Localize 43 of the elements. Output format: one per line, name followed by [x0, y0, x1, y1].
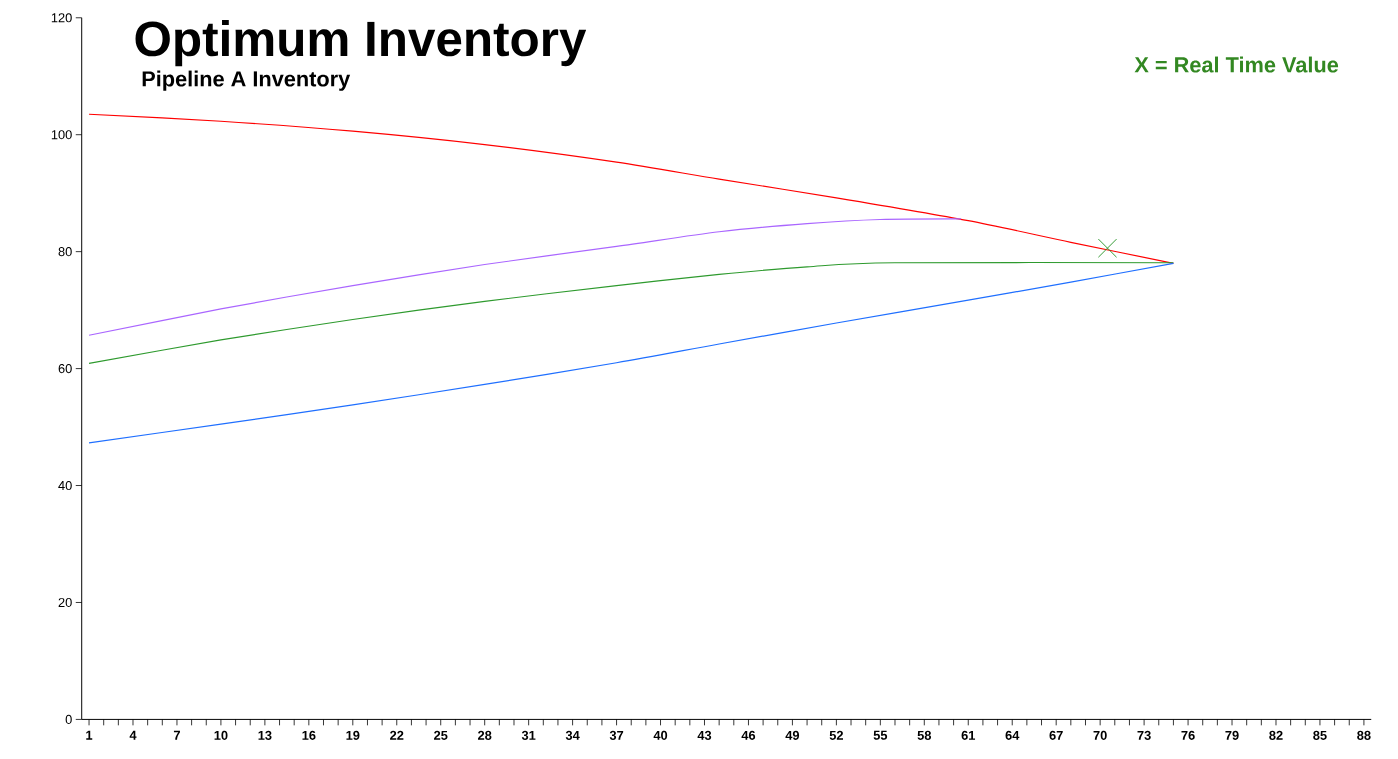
x-tick-label: 73 [1137, 730, 1151, 740]
x-tick-label: 79 [1225, 730, 1239, 740]
x-tick-label: 10 [214, 730, 228, 740]
x-tick-label: 13 [258, 730, 272, 740]
x-tick-label: 85 [1313, 730, 1327, 740]
x-tick-label: 34 [565, 730, 580, 740]
x-tick-label: 37 [609, 730, 624, 740]
x-tick-label: 28 [477, 730, 492, 740]
line-series [88, 218, 962, 336]
x-tick-label: 7 [173, 730, 180, 740]
x-tick-label: 16 [302, 730, 316, 740]
y-tick-label: 20 [58, 597, 72, 608]
x-tick-label: 40 [653, 730, 668, 740]
annotation: X = Real Time Value [1134, 56, 1339, 73]
y-tick-label: 40 [58, 481, 72, 491]
y-tick-label: 100 [51, 130, 72, 140]
x-tick-label: 19 [346, 730, 360, 740]
x-tick-label: 1 [86, 730, 93, 740]
x-tick-label: 31 [521, 730, 536, 740]
x-tick-label: 61 [961, 730, 976, 740]
line-series [88, 261, 1175, 364]
x-tick-label: 88 [1357, 730, 1371, 740]
x-tick-label: 25 [434, 730, 448, 740]
x-tick-label: 76 [1181, 730, 1195, 740]
y-tick-label: 120 [51, 13, 72, 23]
x-tick-label: 43 [697, 730, 712, 740]
line-series [88, 262, 1175, 444]
x-tick-label: 70 [1093, 730, 1107, 740]
x-tick-label: 4 [129, 730, 137, 740]
x-tick-label: 58 [917, 730, 932, 740]
x-tick-label: 82 [1269, 730, 1283, 740]
x-tick-label: 46 [741, 730, 756, 740]
y-tick-label: 0 [65, 714, 72, 724]
y-tick-label: 80 [58, 247, 72, 257]
x-tick-label: 55 [873, 730, 888, 740]
y-tick-label: 60 [58, 364, 72, 374]
x-tick-label: 22 [390, 730, 404, 740]
x-tick-label: 52 [829, 730, 844, 740]
text: Pipeline A Inventory [142, 70, 351, 91]
x-tick-label: 67 [1049, 730, 1063, 740]
x-tick-label: 64 [1005, 730, 1020, 740]
chart-title: Optimum Inventory [135, 20, 587, 67]
x-tick-label: 49 [785, 730, 800, 740]
